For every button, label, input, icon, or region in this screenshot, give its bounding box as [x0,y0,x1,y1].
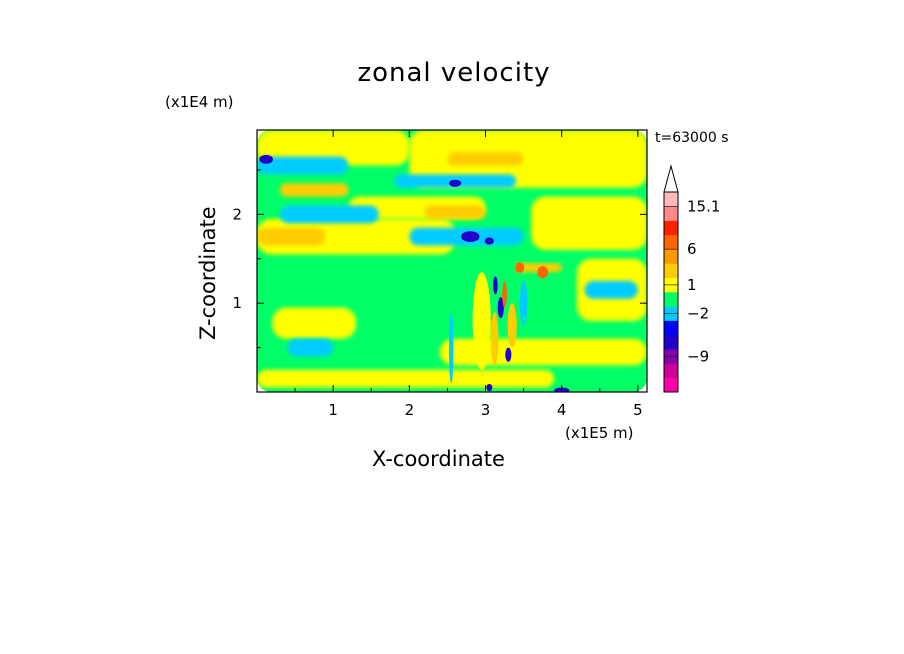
colorbar-label: −9 [687,347,709,365]
contour-blob-cyan [519,280,528,326]
y-tick-label: 1 [232,294,242,312]
colorbar-swatch [664,363,678,379]
colorbar-swatch [664,263,678,279]
contour-blob-red [537,265,548,279]
colorbar-label: 6 [687,240,697,258]
contour-blob-blue [486,384,493,392]
contour-blob-orange [507,303,517,348]
contour-band-cyan [584,280,638,299]
contour-blob-red [515,262,525,273]
contour-blob-blue [448,179,462,187]
contour-band-orange [424,205,486,219]
colorbar-extend-arrow [663,164,679,193]
x-tick-label: 3 [481,401,491,419]
contour-blob-cyan [448,312,454,384]
colorbar-swatch [664,292,678,307]
contour-band-cyan [279,205,379,224]
axes: 1 2 3 4 5 1 2 [232,130,647,419]
contour-blob-blue [505,347,512,362]
colorbar-swatch [664,320,678,336]
colorbar-label: 1 [687,276,697,294]
colorbar-swatch [664,234,678,250]
contour-band-yellow [257,369,555,388]
y-tick-label: 2 [232,205,242,223]
contour-field [257,130,647,392]
colorbar-swatch [664,192,678,207]
colorbar-swatch [664,249,678,264]
colorbar-swatch [664,377,678,393]
contour-band-cyan [287,338,334,357]
contour-blob-blue [259,154,273,164]
contour-blob-blue [497,296,504,319]
contour-band-orange [447,152,524,166]
contour-band-yellow [531,196,647,250]
contour-blob-blue [493,276,498,295]
contour-band-orange [515,263,562,273]
contour-band-yellow [272,307,357,339]
contour-band-orange [279,183,349,197]
contour-blob-blue [461,231,480,242]
x-unit-label: (x1E5 m) [565,424,634,442]
x-tick-label: 5 [633,401,643,419]
colorbar-label: −2 [687,304,709,322]
contour-blob-red [502,280,507,308]
colorbar-label: 15.1 [687,197,720,215]
plot-frame [256,129,648,393]
colorbar-swatch [664,206,678,221]
chart-title: zonal velocity [357,58,551,88]
contour-blob-yellow [472,272,491,370]
x-tick-label: 4 [557,401,567,419]
contour-band-yellow [409,130,647,188]
colorbar: 15.1 6 1 −2 −9 [663,164,720,393]
x-tick-label: 2 [405,401,415,419]
contour-band-cyan [257,156,349,175]
contour-band-orange [257,227,326,246]
time-label: t=63000 s [655,130,729,146]
colorbar-swatch [664,334,678,350]
contour-blob-blue [484,237,494,245]
x-tick-label: 1 [328,401,338,419]
contour-blob-orange [490,312,499,366]
x-axis-label: X-coordinate [372,447,505,471]
colorbar-swatch [664,220,678,236]
contour-band-yellow [439,338,647,366]
y-unit-label: (x1E4 m) [165,93,234,111]
